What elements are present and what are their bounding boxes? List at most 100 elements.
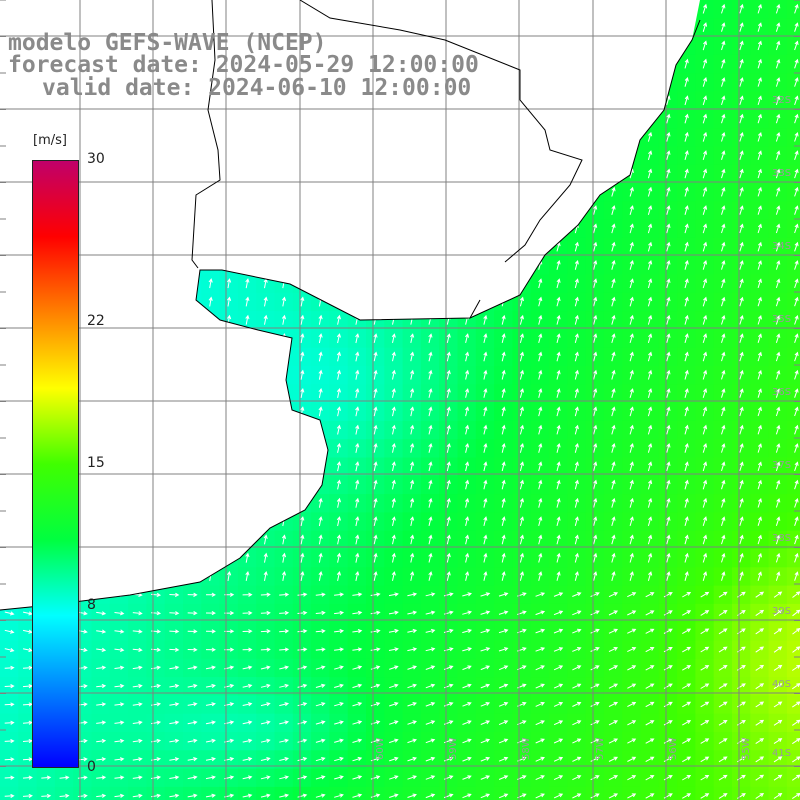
wind-arrow xyxy=(721,205,726,215)
wind-arrow xyxy=(757,351,762,362)
wind-arrow xyxy=(666,424,671,435)
wind-arrow xyxy=(647,461,653,472)
wind-arrow xyxy=(718,738,728,744)
wind-arrow xyxy=(739,58,744,69)
field-cell xyxy=(73,786,93,800)
field-cell xyxy=(786,201,800,221)
wind-arrow xyxy=(205,720,216,725)
wind-arrow xyxy=(480,683,491,689)
wind-arrow xyxy=(794,424,799,435)
wind-arrow xyxy=(428,479,433,490)
wind-arrow xyxy=(794,40,799,51)
wind-arrow xyxy=(279,610,290,616)
wind-arrow xyxy=(757,95,762,106)
wind-arrow xyxy=(389,756,399,762)
wind-arrow xyxy=(721,388,726,398)
wind-arrow xyxy=(4,611,15,616)
wind-arrow xyxy=(702,296,708,307)
wind-arrow xyxy=(96,683,107,689)
wind-arrow xyxy=(535,775,545,781)
wind-arrow xyxy=(718,610,728,616)
wind-arrow xyxy=(666,516,671,527)
field-cell xyxy=(786,347,800,367)
wind-arrow xyxy=(519,296,524,307)
wind-arrow xyxy=(297,793,308,798)
wind-arrow xyxy=(4,775,15,780)
wind-arrow xyxy=(22,757,33,762)
wind-arrow xyxy=(593,424,598,435)
wind-arrow xyxy=(682,646,692,653)
wind-arrow xyxy=(483,479,488,490)
wind-arrow xyxy=(132,683,143,689)
wind-arrow xyxy=(519,479,524,490)
wind-arrow xyxy=(775,333,781,343)
wind-arrow xyxy=(410,497,415,508)
wind-arrow xyxy=(334,793,344,798)
wind-arrow xyxy=(114,720,125,725)
field-cell xyxy=(494,786,513,800)
wind-arrow xyxy=(702,333,708,344)
wind-arrow xyxy=(187,775,198,780)
wind-arrow xyxy=(501,424,506,435)
wind-arrow xyxy=(370,683,381,689)
wind-arrow xyxy=(702,369,708,380)
wind-arrow xyxy=(721,3,726,14)
wind-arrow xyxy=(498,610,509,615)
wind-arrow xyxy=(629,205,634,215)
wind-arrow xyxy=(757,516,762,526)
wind-arrow xyxy=(187,683,198,688)
wind-arrow xyxy=(336,516,341,527)
wind-arrow xyxy=(556,333,561,344)
wind-arrow xyxy=(370,629,381,634)
wind-arrow xyxy=(535,756,545,762)
wind-arrow xyxy=(553,683,564,689)
wind-arrow xyxy=(629,534,634,545)
wind-arrow xyxy=(721,223,726,234)
field-cell xyxy=(713,786,733,800)
wind-arrow xyxy=(629,497,634,508)
wind-arrow xyxy=(260,592,271,597)
wind-arrow xyxy=(132,793,143,798)
wind-arrow xyxy=(611,186,616,197)
wind-arrow xyxy=(574,497,579,508)
wind-arrow xyxy=(611,278,616,289)
wind-arrow xyxy=(483,406,488,417)
wind-arrow xyxy=(242,720,253,725)
field-cell xyxy=(366,786,385,800)
wind-arrow xyxy=(611,369,616,380)
wind-arrow xyxy=(370,793,381,798)
wind-arrow xyxy=(279,793,290,798)
wind-arrow xyxy=(446,369,451,380)
wind-arrow xyxy=(389,665,399,670)
field-cell xyxy=(292,786,312,800)
wind-arrow xyxy=(410,442,415,453)
wind-arrow xyxy=(739,296,744,307)
field-cell xyxy=(786,567,800,587)
wind-arrow xyxy=(498,756,509,762)
wind-arrow xyxy=(260,647,271,652)
wind-arrow xyxy=(425,592,436,597)
wind-arrow xyxy=(611,406,616,417)
wind-arrow xyxy=(611,388,616,398)
wind-arrow xyxy=(498,628,509,634)
wind-arrow xyxy=(611,314,616,325)
wind-arrow xyxy=(96,611,107,616)
wind-arrow xyxy=(572,592,582,597)
wind-arrow xyxy=(757,22,762,32)
wind-arrow xyxy=(389,793,399,798)
wind-arrow xyxy=(794,113,799,124)
wind-arrow xyxy=(647,333,653,344)
wind-arrow xyxy=(318,570,323,581)
wind-arrow xyxy=(590,720,600,726)
wind-arrow xyxy=(556,461,561,472)
wind-arrow xyxy=(480,793,491,799)
wind-arrow xyxy=(428,406,433,417)
coastline-main xyxy=(0,19,701,611)
wind-arrow xyxy=(645,628,655,634)
wind-arrow xyxy=(718,591,728,598)
wind-arrow xyxy=(794,223,799,234)
wind-arrow xyxy=(666,168,671,179)
wind-arrow xyxy=(443,610,454,615)
wind-arrow xyxy=(352,683,363,689)
wind-arrow xyxy=(757,552,762,563)
